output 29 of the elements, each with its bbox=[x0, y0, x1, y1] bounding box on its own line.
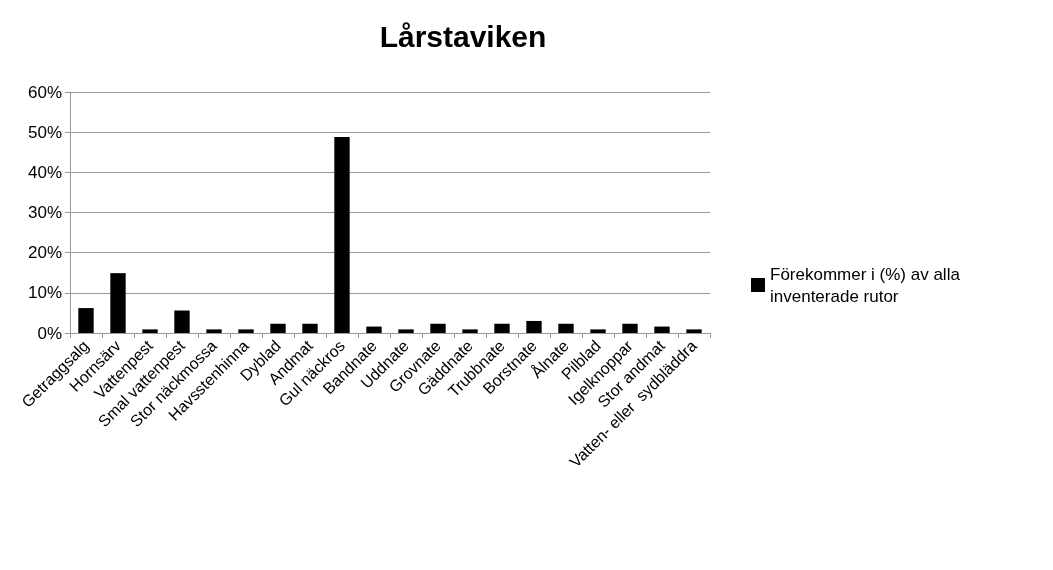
bar bbox=[398, 329, 414, 333]
bar bbox=[462, 329, 478, 333]
bar bbox=[334, 136, 350, 333]
bar bbox=[654, 326, 670, 333]
y-tick-label: 0% bbox=[37, 323, 62, 343]
bar bbox=[110, 273, 126, 333]
y-tick-label: 10% bbox=[27, 283, 62, 303]
bar bbox=[174, 310, 190, 333]
y-tick-label: 60% bbox=[27, 82, 62, 102]
y-tick-label: 20% bbox=[27, 243, 62, 263]
legend-label: Förekommer i (%) av alla inventerade rutor bbox=[770, 264, 965, 306]
bar bbox=[590, 329, 606, 333]
bar bbox=[430, 323, 446, 333]
bar bbox=[622, 323, 638, 333]
y-tick-label: 40% bbox=[27, 162, 62, 182]
bar bbox=[238, 329, 254, 333]
bar bbox=[686, 329, 702, 333]
bar bbox=[206, 329, 222, 333]
bar bbox=[270, 323, 286, 333]
y-tick-label: 50% bbox=[27, 122, 62, 142]
bar bbox=[366, 326, 382, 333]
bar bbox=[302, 323, 318, 333]
bar bbox=[494, 323, 510, 333]
bar bbox=[142, 329, 158, 333]
bar bbox=[78, 308, 94, 333]
bar bbox=[558, 323, 574, 333]
chart-title: Lårstaviken bbox=[379, 19, 547, 53]
y-tick-label: 30% bbox=[27, 203, 62, 222]
bar bbox=[526, 320, 542, 333]
